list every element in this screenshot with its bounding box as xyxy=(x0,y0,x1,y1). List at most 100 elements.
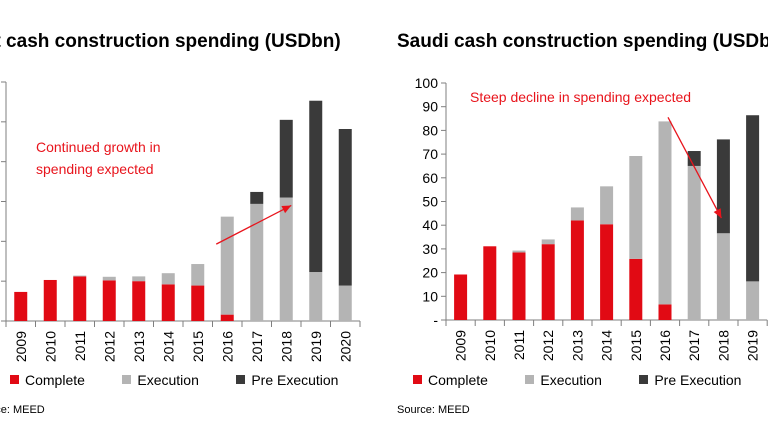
saudi-chart-title: Saudi cash construction spending (USDbn) xyxy=(397,31,768,52)
bar-complete-2012 xyxy=(541,244,555,320)
y-tick-label: 20 xyxy=(422,265,438,281)
x-tick-label: 2013 xyxy=(131,331,147,362)
bar-execution-2016 xyxy=(658,121,672,305)
x-tick-label: 2017 xyxy=(249,331,265,362)
bar-pre-execution-2018 xyxy=(279,119,293,198)
x-tick-label: 2016 xyxy=(219,331,235,362)
legend-item-complete: Complete xyxy=(10,371,85,389)
legend-item-complete: Complete xyxy=(413,371,488,389)
legend-swatch-execution xyxy=(525,375,535,384)
x-tick-label: 2020 xyxy=(337,331,353,362)
bar-pre-execution-2019 xyxy=(309,100,323,273)
legend-item-execution: Execution xyxy=(525,371,602,389)
annotation-arrow-head xyxy=(713,208,722,219)
bar-complete-2016 xyxy=(220,314,234,321)
bar-complete-2009 xyxy=(14,291,28,321)
x-tick-label: 2017 xyxy=(686,330,702,361)
legend-label: Pre Execution xyxy=(251,372,339,388)
x-tick-label: 2015 xyxy=(628,330,644,361)
saudi-chart-panel: Saudi cash construction spending (USDbn)… xyxy=(383,0,768,430)
bar-execution-2014 xyxy=(161,273,175,285)
bar-execution-2013 xyxy=(570,207,584,221)
annotation-arrow-head xyxy=(281,205,292,214)
bar-pre-execution-2019 xyxy=(746,115,760,282)
legend-label: Complete xyxy=(25,372,85,388)
y-tick-label: - xyxy=(433,312,438,328)
bar-pre-execution-2020 xyxy=(338,129,352,286)
y-tick-label: 60 xyxy=(422,170,438,186)
legend-item-execution: Execution xyxy=(122,371,199,389)
x-tick-label: 2009 xyxy=(13,331,29,362)
bar-complete-2010 xyxy=(43,279,57,321)
saudi-legend: Complete Execution Pre Execution xyxy=(413,371,768,389)
x-tick-label: 2011 xyxy=(72,331,88,361)
bar-execution-2012 xyxy=(102,276,116,281)
legend-item-pre-execution: Pre Execution xyxy=(236,371,338,389)
annotation-arrow-line xyxy=(215,204,292,245)
egypt-annotation: Continued growth in spending expected xyxy=(36,136,161,180)
egypt-chart-panel: Egypt cash construction spending (USDbn)… xyxy=(0,0,383,430)
bar-complete-2009 xyxy=(454,274,468,320)
bar-pre-execution-2017 xyxy=(687,151,701,166)
egypt-source-note: Source: MEED xyxy=(0,404,45,416)
bar-execution-2014 xyxy=(600,186,614,225)
egypt-annotation-line: spending expected xyxy=(36,161,154,177)
bar-execution-2016 xyxy=(220,216,234,315)
y-tick-label: 40 xyxy=(422,217,438,233)
bar-execution-2012 xyxy=(541,239,555,245)
bar-complete-2015 xyxy=(191,285,205,321)
egypt-bar-chart: 2009 2010 2011 2012 2013 2014 2015 2016 2017 2018… xyxy=(1,81,361,362)
legend-swatch-execution xyxy=(122,375,132,384)
legend-item-pre-execution: Pre Execution xyxy=(639,371,741,389)
x-tick-label: 2018 xyxy=(278,331,294,362)
bar-execution-2019 xyxy=(309,272,323,321)
x-tick-label: 2019 xyxy=(308,331,324,362)
saudi-bar-chart: - 10 20 30 40 50 60 70 80 90 100 2009 2010 2011 2012 20… xyxy=(415,75,768,361)
x-tick-label: 2019 xyxy=(745,330,761,361)
bar-complete-2013 xyxy=(132,281,146,321)
egypt-annotation-line: Continued growth in xyxy=(36,139,161,155)
bar-execution-2013 xyxy=(132,276,146,282)
egypt-legend: Complete Execution Pre Execution xyxy=(10,371,371,389)
bar-execution-2011 xyxy=(73,275,87,277)
bar-execution-2017 xyxy=(687,165,701,320)
saudi-source-note: Source: MEED xyxy=(397,404,470,416)
y-tick-label: 10 xyxy=(422,288,438,304)
x-tick-label: 2014 xyxy=(160,331,176,362)
annotation-arrow-line xyxy=(667,117,722,219)
x-tick-label: 2010 xyxy=(42,331,58,362)
bar-execution-2018 xyxy=(279,197,293,321)
legend-swatch-pre-execution xyxy=(639,375,649,384)
x-tick-label: 2015 xyxy=(190,331,206,362)
x-tick-label: 2010 xyxy=(482,330,498,361)
saudi-annotation-line: Steep decline in spending expected xyxy=(470,89,692,105)
bar-complete-2010 xyxy=(483,246,497,320)
bar-execution-2018 xyxy=(716,233,730,320)
legend-label: Pre Execution xyxy=(654,372,742,388)
bar-complete-2015 xyxy=(629,258,643,320)
bar-execution-2015 xyxy=(629,155,643,259)
legend-swatch-complete xyxy=(413,375,422,384)
bar-execution-2020 xyxy=(338,285,352,321)
bar-complete-2011 xyxy=(512,252,526,320)
legend-swatch-pre-execution xyxy=(236,375,246,384)
x-tick-label: 2012 xyxy=(101,331,117,362)
saudi-annotation: Steep decline in spending expected xyxy=(470,86,691,108)
y-tick-label: 80 xyxy=(422,122,438,138)
bar-complete-2012 xyxy=(102,280,116,321)
legend-label: Execution xyxy=(137,372,199,388)
bar-complete-2011 xyxy=(73,276,87,321)
bar-complete-2014 xyxy=(600,224,614,320)
bar-pre-execution-2017 xyxy=(250,191,264,204)
bar-execution-2017 xyxy=(250,203,264,321)
x-tick-label: 2013 xyxy=(569,330,585,361)
y-tick-label: 90 xyxy=(422,99,438,115)
bar-pre-execution-2018 xyxy=(716,139,730,234)
x-tick-label: 2016 xyxy=(657,330,673,361)
y-tick-label: 100 xyxy=(415,75,439,91)
bar-execution-2015 xyxy=(191,264,205,286)
x-tick-label: 2018 xyxy=(715,330,731,361)
bar-complete-2014 xyxy=(161,284,175,321)
legend-swatch-complete xyxy=(10,375,19,384)
x-tick-label: 2009 xyxy=(453,330,469,361)
